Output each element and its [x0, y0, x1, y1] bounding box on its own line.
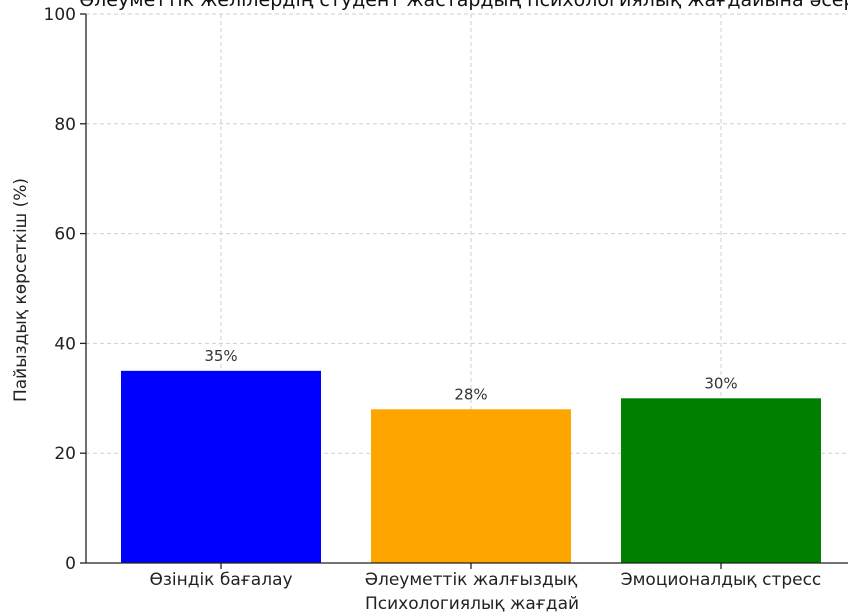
bar-value-label: 35%	[204, 347, 237, 365]
y-tick-label: 100	[44, 5, 76, 25]
y-tick-label: 0	[65, 554, 76, 574]
label-layer: 0 20 40 60 80 100 Өзіндік бағалау 35% Әлеуметтік…	[44, 5, 822, 590]
y-tick-label: 20	[54, 444, 76, 464]
x-axis-title: Психологиялық жағдай	[365, 594, 579, 613]
bar-value-label: 30%	[704, 374, 737, 392]
chart-title: Әлеуметтік желілердің студент жастардың …	[79, 0, 848, 11]
x-tick-label: Эмоционалдық стресс	[621, 570, 822, 590]
bar-layer	[121, 370, 821, 563]
x-tick-label: Өзіндік бағалау	[149, 570, 292, 590]
y-tick-label: 80	[54, 115, 76, 135]
bar	[621, 398, 821, 563]
y-tick-label: 40	[54, 334, 76, 354]
y-axis-title: Пайыздық көрсеткіш (%)	[11, 178, 31, 402]
y-tick-label: 60	[54, 225, 76, 245]
bar	[121, 370, 321, 563]
x-tick-label: Әлеуметтік жалғыздық	[365, 570, 578, 590]
bar	[371, 409, 571, 563]
bar-value-label: 28%	[454, 385, 487, 403]
